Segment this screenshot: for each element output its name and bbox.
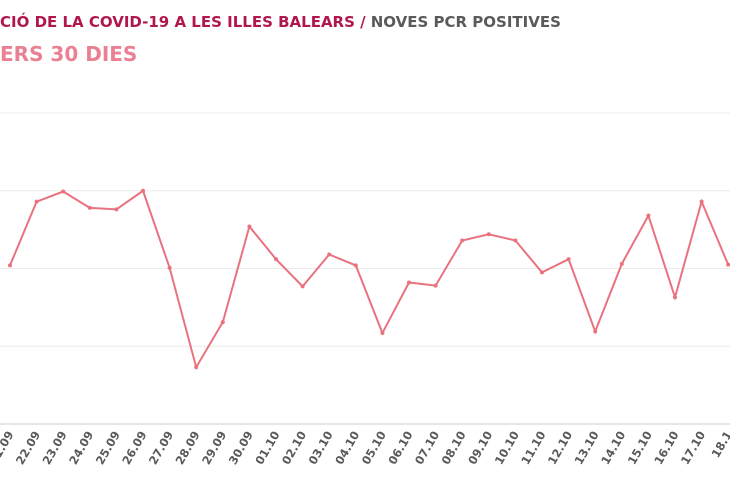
point [433, 283, 438, 288]
point [327, 252, 332, 257]
point [87, 205, 92, 210]
x-tick-label: 29.09 [199, 429, 229, 468]
point [646, 213, 651, 218]
x-tick-label: 30.09 [226, 429, 256, 468]
x-tick-label: 15.10 [625, 429, 655, 468]
point [673, 295, 677, 300]
x-tick-label: 07.10 [412, 429, 442, 468]
point [619, 261, 624, 266]
point [566, 257, 571, 262]
x-tick-label: 02.10 [279, 429, 309, 468]
x-tick-label: 09.10 [465, 429, 495, 468]
point [353, 263, 358, 268]
x-tick-label: 22.09 [13, 429, 43, 468]
point [593, 329, 598, 334]
title-suffix: NOVES PCR POSITIVES [371, 13, 561, 31]
line [9, 189, 730, 370]
x-tick-label: 14.10 [598, 429, 628, 468]
point [8, 263, 12, 268]
point [513, 238, 518, 243]
point [167, 265, 172, 270]
x-tick-label: 16.10 [651, 429, 681, 468]
x-tick-label: 04.10 [332, 429, 362, 468]
x-tick-label: 18.1 [708, 429, 730, 461]
x-tick-label: 12.10 [545, 429, 575, 468]
point [726, 262, 730, 267]
x-tick-label: 1.09 [0, 429, 17, 461]
x-tick-label: 06.10 [385, 429, 415, 468]
x-tick-label: 13.10 [571, 429, 601, 468]
x-tick-label: 27.09 [146, 429, 176, 468]
point [300, 284, 305, 289]
point [407, 280, 411, 285]
x-tick-label: 10.10 [492, 429, 522, 468]
x-tick-label: 23.09 [39, 429, 69, 468]
x-tick-label: 26.09 [119, 429, 149, 468]
point [380, 331, 385, 336]
point [540, 270, 544, 275]
point [114, 207, 119, 212]
point [486, 232, 491, 237]
x-tick-label: 08.10 [438, 429, 468, 468]
x-tick-label: 28.09 [172, 429, 202, 468]
chart-subtitle: ERS 30 DIES [0, 42, 137, 66]
point [460, 238, 465, 243]
point [247, 224, 252, 229]
x-tick-label: 05.10 [359, 429, 389, 468]
point [34, 199, 39, 204]
x-tick-label: 24.09 [66, 429, 96, 468]
point [274, 257, 278, 262]
x-tick-label: 17.10 [678, 429, 708, 468]
point [699, 199, 704, 204]
x-tick-label: 01.10 [252, 429, 282, 468]
x-tick-label: 11.10 [518, 429, 548, 468]
point [194, 365, 199, 370]
x-tick-label: 03.10 [305, 429, 335, 468]
chart-title: CIÓ DE LA COVID-19 A LES ILLES BALEARS /… [0, 12, 561, 31]
point [61, 189, 66, 194]
title-main: CIÓ DE LA COVID-19 A LES ILLES BALEARS / [0, 12, 366, 31]
x-tick-label: 25.09 [93, 429, 123, 468]
point [220, 320, 225, 325]
point [141, 188, 145, 193]
